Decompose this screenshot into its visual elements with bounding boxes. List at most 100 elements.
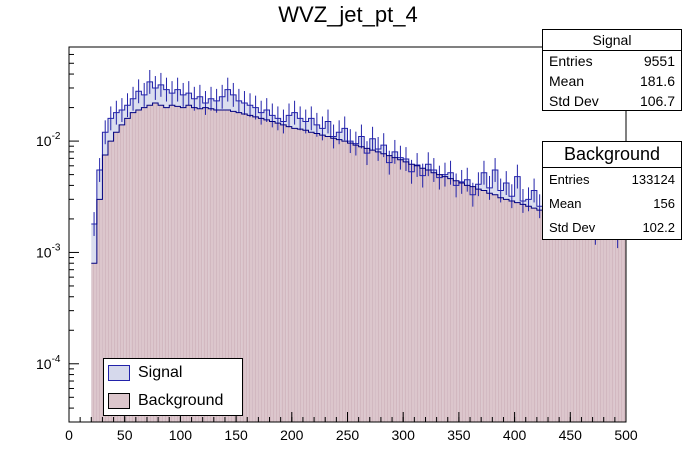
background-bar <box>96 199 103 422</box>
background-bar <box>230 111 237 423</box>
background-bar <box>570 222 576 422</box>
background-stats-box: Background Entries 133124 Mean 156 Std Dev… <box>542 141 682 240</box>
background-bar <box>325 136 331 422</box>
background-bar <box>436 174 443 422</box>
background-bar <box>291 128 298 422</box>
background-bar <box>564 221 571 422</box>
background-bar <box>453 180 459 422</box>
background-bar <box>197 108 203 423</box>
x-tick-label: 100 <box>169 427 193 443</box>
background-bar <box>314 133 320 422</box>
background-bar <box>269 121 276 422</box>
legend-entry-background: Background <box>104 387 242 415</box>
x-tick-label: 150 <box>224 427 248 443</box>
background-bar <box>286 126 292 422</box>
background-bar <box>202 107 209 422</box>
background-bar <box>431 172 437 422</box>
background-bar <box>297 129 303 422</box>
y-tick-label: 10-4 <box>36 354 61 372</box>
signal-stats-box: Signal Entries 9551 Mean 181.6 Std Dev 106.… <box>542 29 682 111</box>
y-axis: 10-4 10-3 10-2 <box>36 46 79 423</box>
histogram-bars <box>91 81 626 423</box>
background-bar <box>275 123 281 423</box>
background-bar <box>102 155 108 422</box>
background-bar <box>213 110 220 422</box>
background-bar <box>553 216 560 422</box>
background-bar <box>347 143 354 422</box>
y-tick-label: 10-2 <box>36 131 61 149</box>
background-stats-stddev: Std Dev 102.2 <box>549 220 675 235</box>
background-bar <box>158 105 164 423</box>
background-bar <box>119 124 125 422</box>
background-bar <box>548 214 554 422</box>
background-bar <box>341 141 348 423</box>
background-bar <box>609 232 615 422</box>
background-bar <box>536 210 543 422</box>
background-bar <box>386 155 393 422</box>
background-bar <box>458 183 465 422</box>
background-bar <box>514 202 521 422</box>
background-bar <box>252 116 259 423</box>
background-swatch <box>108 393 130 409</box>
background-bar <box>107 141 114 423</box>
background-bar <box>236 112 242 422</box>
x-tick-label: 300 <box>392 427 416 443</box>
background-bar <box>464 185 471 422</box>
background-bar <box>141 107 147 422</box>
background-bar <box>425 170 432 422</box>
background-bar <box>581 225 588 422</box>
x-tick-label: 0 <box>65 427 73 443</box>
background-bar <box>219 110 225 422</box>
background-bar <box>364 148 370 422</box>
background-bar <box>241 114 248 423</box>
background-bar <box>587 226 593 422</box>
background-bar <box>191 107 198 422</box>
signal-swatch <box>108 365 130 381</box>
background-bar <box>397 159 404 423</box>
background-bar <box>575 224 582 422</box>
background-bar <box>130 112 136 422</box>
x-tick-label: 450 <box>559 427 583 443</box>
chart-title: WVZ_jet_pt_4 <box>278 2 417 27</box>
background-bar <box>475 189 482 422</box>
background-bar <box>336 139 342 422</box>
background-bar <box>224 110 231 422</box>
x-tick-label: 500 <box>614 427 638 443</box>
background-bar <box>503 199 510 422</box>
background-bar <box>542 212 549 422</box>
background-bar <box>486 193 493 422</box>
background-bar <box>358 146 365 422</box>
background-bar <box>91 263 97 422</box>
background-series <box>91 102 626 264</box>
background-stats-title: Background <box>543 142 681 168</box>
background-bar <box>113 132 120 422</box>
background-bar <box>620 236 626 422</box>
background-bar <box>280 124 287 422</box>
background-bar <box>492 194 498 422</box>
background-bar <box>520 204 526 422</box>
background-bar <box>330 138 337 423</box>
background-bar <box>369 150 376 423</box>
background-bar <box>263 119 270 422</box>
background-bar <box>403 161 409 423</box>
x-tick-label: 200 <box>280 427 304 443</box>
background-bar <box>380 153 387 422</box>
background-stats-mean: Mean 156 <box>549 196 675 211</box>
background-stats-entries: Entries 133124 <box>549 172 675 187</box>
background-bar <box>408 164 415 422</box>
background-bar <box>603 231 610 422</box>
background-outline <box>91 102 626 264</box>
background-bar <box>169 105 175 423</box>
background-bar <box>447 178 454 422</box>
background-bar <box>375 151 381 423</box>
legend-entry-signal: Signal <box>104 359 242 387</box>
background-bar <box>531 208 537 422</box>
background-bar <box>598 229 604 422</box>
background-bar <box>135 110 142 422</box>
background-bar <box>392 157 398 422</box>
background-bar <box>481 190 487 422</box>
background-bar <box>180 107 186 422</box>
x-axis: 0 50 100 150 200 250 300 350 400 450 500 <box>65 412 638 443</box>
background-bar <box>470 186 476 422</box>
